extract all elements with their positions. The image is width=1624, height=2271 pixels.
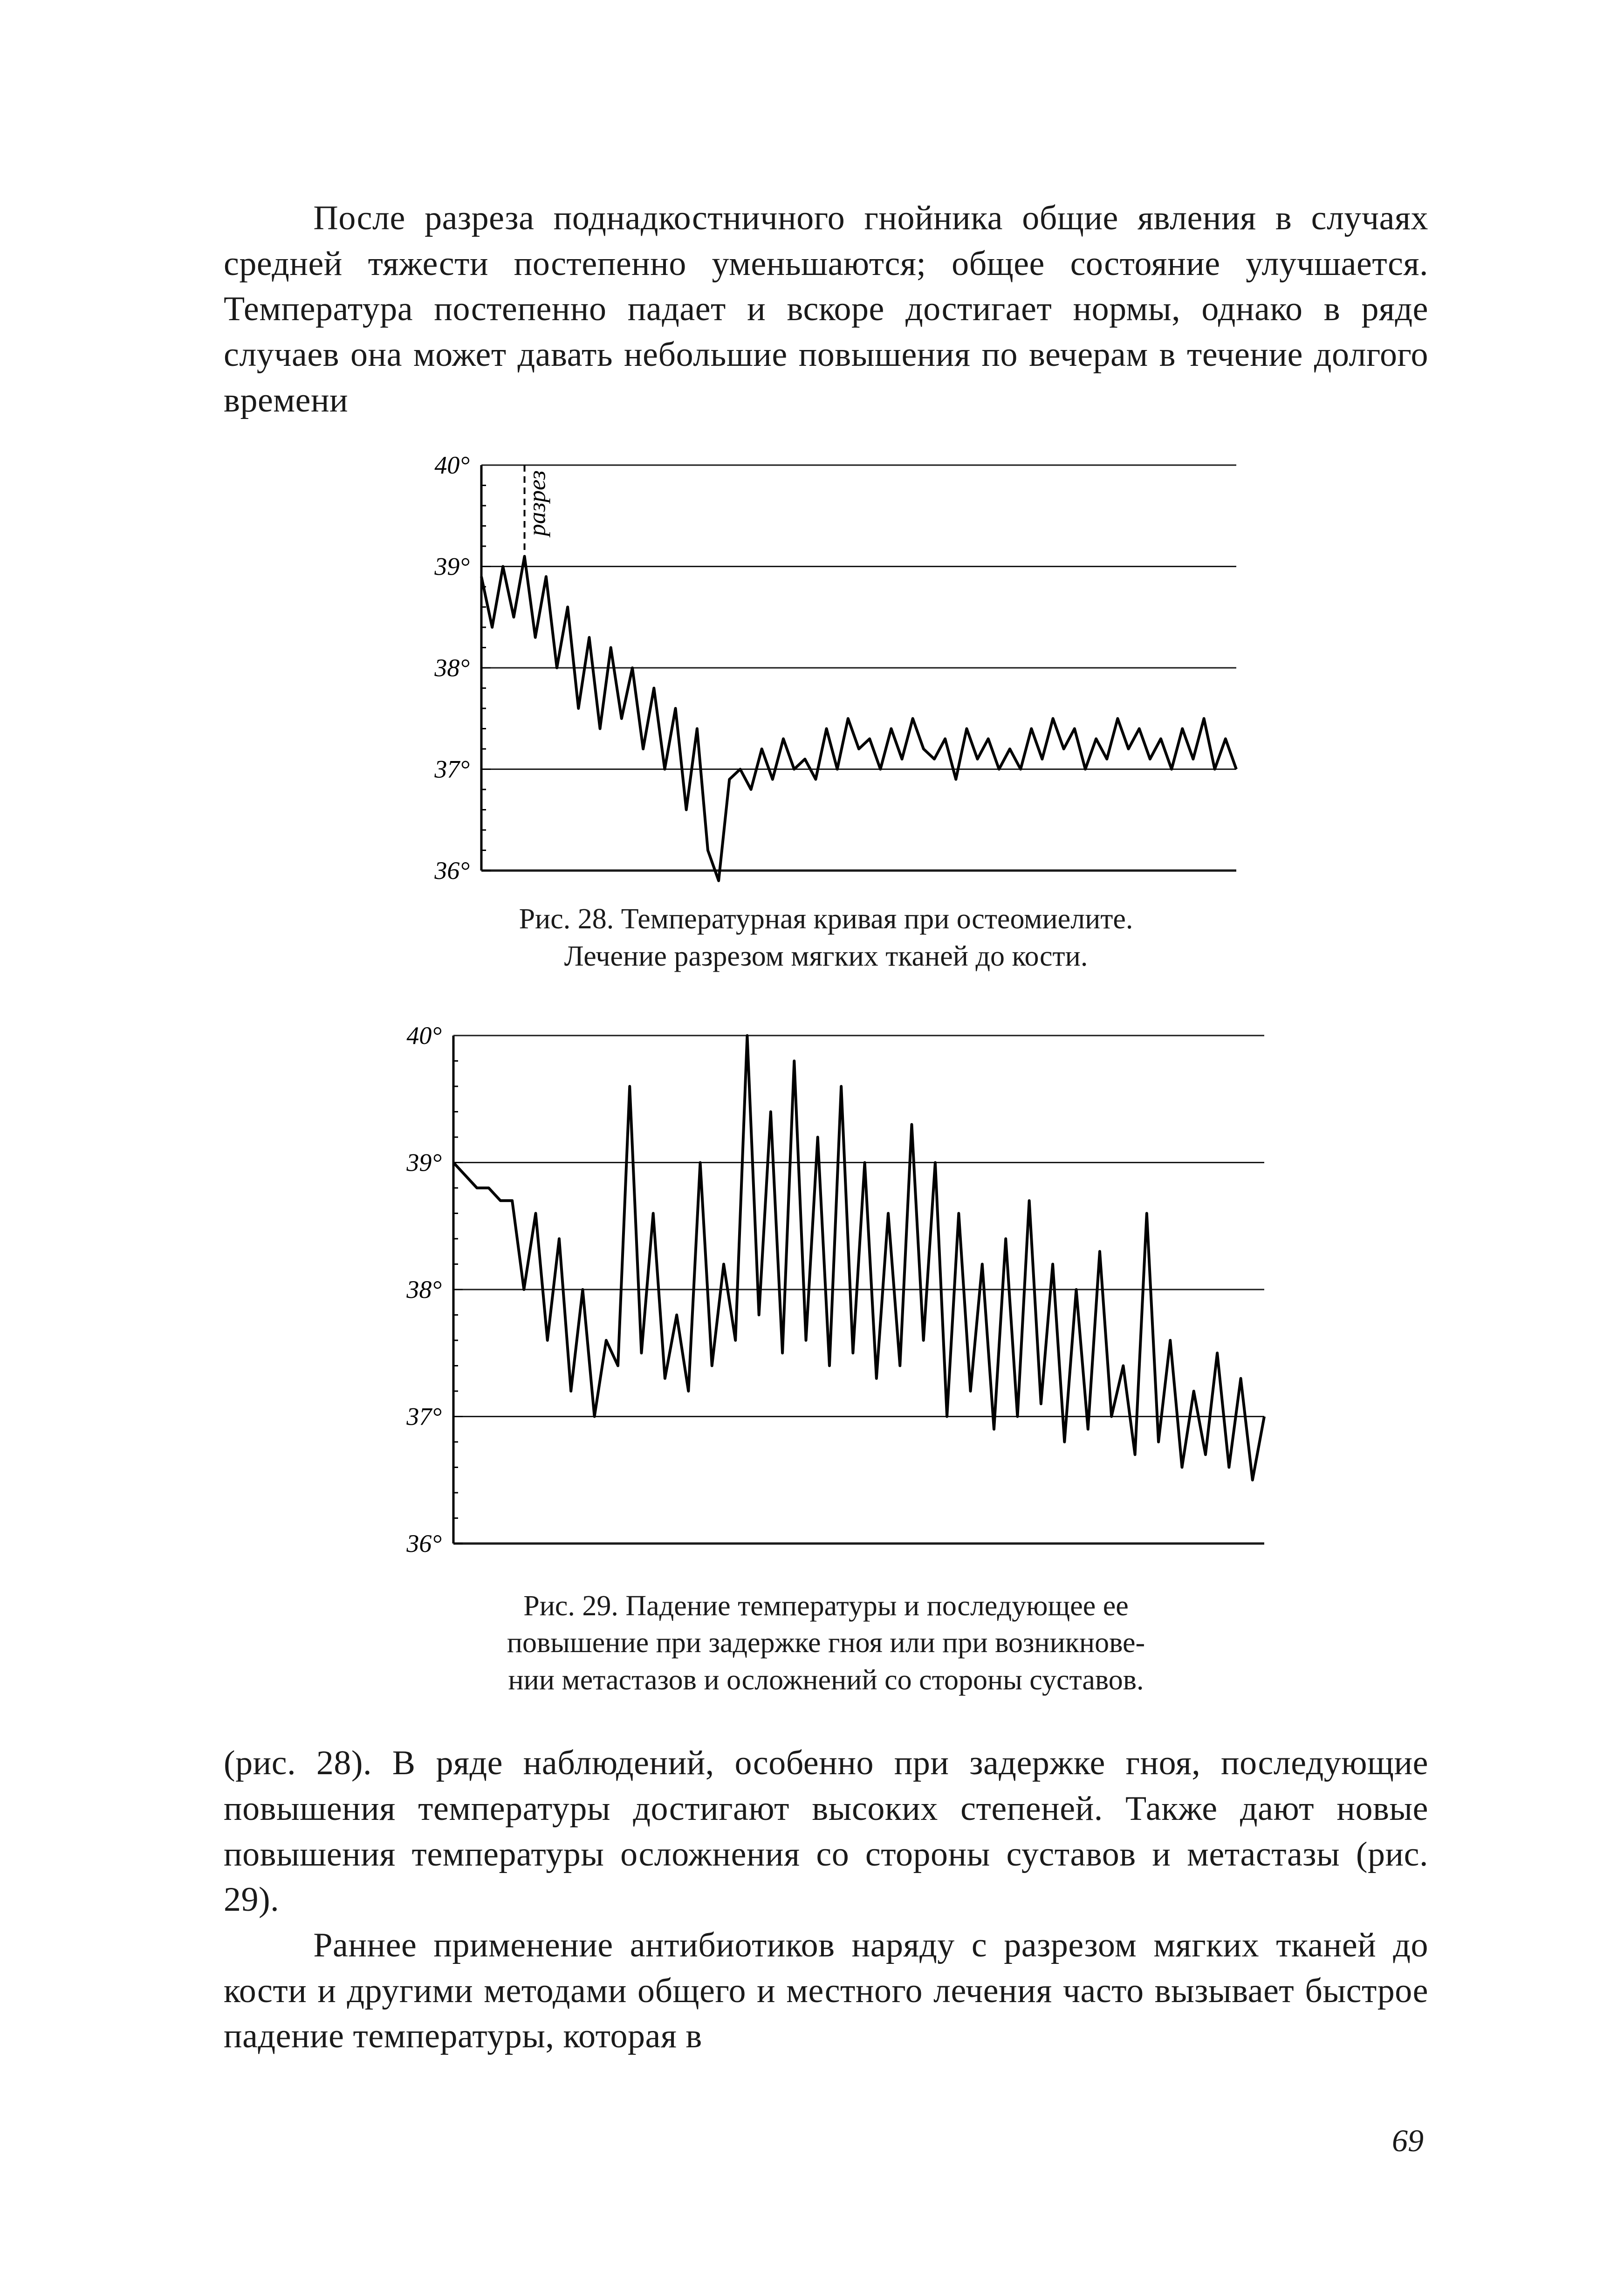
- svg-text:40°: 40°: [434, 456, 470, 479]
- svg-text:36°: 36°: [434, 857, 470, 885]
- body-text-bottom: (рис. 28). В ряде наблюдений, особенно п…: [224, 1741, 1428, 2059]
- page: После разреза поднадкостничного гнойника…: [0, 0, 1624, 2271]
- svg-text:37°: 37°: [406, 1403, 442, 1431]
- svg-text:разрез: разрез: [524, 471, 550, 538]
- svg-text:39°: 39°: [434, 553, 470, 581]
- figure-29-caption: Рис. 29. Падение температуры и последующ…: [374, 1588, 1278, 1699]
- chart-29: 36° 37° 38° 39° 40°: [374, 1026, 1278, 1557]
- fig29-caption-line3: нии метастазов и осложнений со стороны с…: [508, 1664, 1144, 1696]
- svg-text:40°: 40°: [406, 1026, 442, 1050]
- chart-28: 36° 37° 38° 39° 40° разрез: [402, 456, 1250, 885]
- page-number: 69: [1392, 2122, 1424, 2159]
- figure-28-caption: Рис. 28. Температурная кривая при остеом…: [402, 901, 1250, 975]
- svg-text:36°: 36°: [406, 1530, 442, 1557]
- paragraph-3: Раннее применение антибиотиков наряду с …: [224, 1923, 1428, 2059]
- svg-text:39°: 39°: [406, 1149, 442, 1177]
- figure-29: 36° 37° 38° 39° 40° Рис. 29. Падение темпера…: [374, 1026, 1278, 1699]
- paragraph-2: (рис. 28). В ряде наблюдений, особенно п…: [224, 1741, 1428, 1923]
- fig28-caption-line1: Рис. 28. Температурная кривая при остеом…: [519, 903, 1133, 935]
- fig29-caption-line1: Рис. 29. Падение температуры и последующ…: [523, 1590, 1129, 1622]
- svg-text:38°: 38°: [434, 654, 470, 682]
- figure-28: 36° 37° 38° 39° 40° разрез Рис. 28. Температу…: [402, 456, 1250, 975]
- fig29-caption-line2: повышение при задержке гноя или при возн…: [507, 1627, 1145, 1659]
- fig28-caption-line2: Лечение разрезом мягких тканей до кости.: [564, 940, 1088, 972]
- svg-text:37°: 37°: [434, 755, 470, 783]
- body-text-top: После разреза поднадкостничного гнойника…: [224, 196, 1428, 423]
- svg-text:38°: 38°: [406, 1276, 442, 1304]
- paragraph-1: После разреза поднадкостничного гнойника…: [224, 196, 1428, 423]
